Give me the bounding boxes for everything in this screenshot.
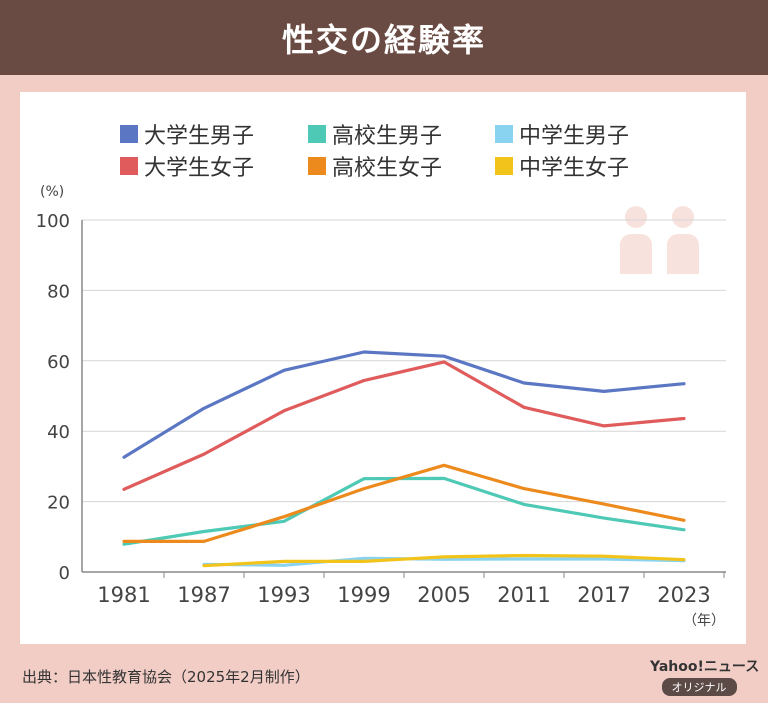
legend-item-highschool-female: 高校生女子 <box>308 150 442 182</box>
chart-title: 性交の経験率 <box>281 20 486 59</box>
legend-item-highschool-male: 高校生男子 <box>308 118 442 150</box>
x-axis-unit: （年） <box>683 613 725 629</box>
legend-label: 高校生男子 <box>332 124 443 149</box>
y-axis-unit: (%) <box>40 184 64 200</box>
series-line-3 <box>202 556 686 567</box>
source-note: 出典：日本性教育協会（2025年2月制作） <box>22 668 310 686</box>
x-tick-label: 1993 <box>257 583 310 607</box>
legend-swatch <box>120 157 138 175</box>
x-tick-label: 2005 <box>417 583 470 607</box>
legend-label: 大学生女子 <box>144 156 255 181</box>
series-line-4 <box>122 360 686 491</box>
series-line-2 <box>122 476 686 546</box>
legend-swatch <box>308 125 326 143</box>
x-tick-label: 2023 <box>657 583 710 607</box>
legend-label: 大学生男子 <box>144 124 255 149</box>
series-line-1 <box>122 350 686 459</box>
y-tick-label: 60 <box>47 352 70 373</box>
legend-item-university-female: 大学生女子 <box>120 150 254 182</box>
legend-swatch <box>495 125 513 143</box>
legend-label: 中学生女子 <box>519 156 630 181</box>
legend-swatch <box>495 157 513 175</box>
x-tick-label: 1999 <box>337 583 390 607</box>
legend-item-juniorhigh-female: 中学生女子 <box>495 150 629 182</box>
x-tick-label: 1981 <box>97 583 150 607</box>
legend-item-juniorhigh-male: 中学生男子 <box>495 118 629 150</box>
people-illustration <box>620 206 699 274</box>
y-tick-label: 0 <box>59 563 70 584</box>
series-lines <box>122 350 686 568</box>
x-tick-label: 2011 <box>497 583 550 607</box>
y-tick-label: 40 <box>47 422 70 443</box>
y-tick-label: 100 <box>36 211 70 232</box>
brand-badge: オリジナル <box>661 678 737 696</box>
x-axis: 1981 1987 1993 1999 2005 2011 2017 2023 <box>97 572 725 607</box>
x-tick-label: 1987 <box>177 583 230 607</box>
brand-logo: Yahoo!ニュース オリジナル <box>650 656 760 696</box>
person-icon <box>667 206 699 274</box>
person-icon <box>620 206 652 274</box>
chart-panel <box>20 92 746 644</box>
brand-name: Yahoo!ニュース <box>650 659 760 675</box>
y-tick-label: 80 <box>47 281 70 302</box>
y-tick-label: 20 <box>47 493 70 514</box>
legend-label: 高校生女子 <box>332 156 443 181</box>
series-line-5 <box>122 463 686 544</box>
legend-swatch <box>308 157 326 175</box>
legend-label: 中学生男子 <box>519 124 630 149</box>
x-tick-label: 2017 <box>577 583 630 607</box>
series-line-6 <box>202 553 686 568</box>
legend-item-university-male: 大学生男子 <box>120 118 254 150</box>
y-axis: 0 20 40 60 80 100 <box>36 211 70 584</box>
legend-swatch <box>120 125 138 143</box>
title-bar: 性交の経験率 <box>0 0 768 75</box>
